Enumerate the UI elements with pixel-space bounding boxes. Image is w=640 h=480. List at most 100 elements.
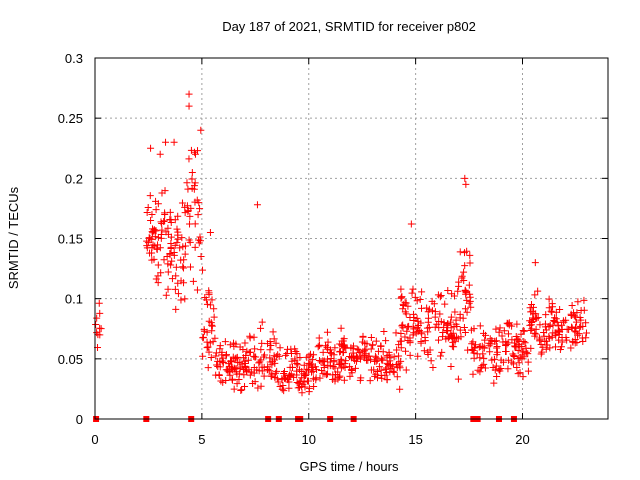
- data-point: [444, 287, 452, 295]
- data-point: [241, 382, 249, 390]
- data-point: [447, 330, 455, 338]
- data-point: [186, 220, 194, 228]
- data-point: [258, 318, 266, 326]
- data-point: [174, 290, 182, 298]
- data-point: [236, 365, 244, 373]
- data-point: [268, 361, 276, 369]
- data-point: [355, 346, 363, 354]
- data-point: [164, 224, 172, 232]
- data-point: [323, 371, 331, 379]
- data-point: [482, 331, 490, 339]
- data-point: [241, 357, 249, 365]
- data-point: [532, 315, 540, 323]
- data-point: [251, 353, 259, 361]
- data-point: [230, 342, 238, 350]
- data-point: [549, 321, 557, 329]
- data-point: [167, 219, 175, 227]
- data-point: [568, 323, 576, 331]
- x-tick-label: 5: [198, 432, 205, 447]
- data-point: [372, 370, 380, 378]
- data-point: [157, 234, 165, 242]
- data-point: [219, 359, 227, 367]
- data-point: [414, 352, 422, 360]
- data-point: [574, 298, 582, 306]
- data-point: [441, 300, 449, 308]
- data-point: [181, 242, 189, 250]
- data-point: [568, 302, 576, 310]
- data-point: [454, 375, 462, 383]
- data-point: [389, 362, 397, 370]
- data-point: [527, 308, 535, 316]
- data-point: [381, 371, 389, 379]
- data-point: [219, 378, 227, 386]
- data-point: [189, 277, 197, 285]
- data-point: [575, 330, 583, 338]
- data-point: [567, 310, 575, 318]
- data-point: [251, 345, 259, 353]
- data-point: [504, 339, 512, 347]
- data-point: [96, 331, 104, 339]
- data-point: [162, 138, 170, 146]
- data-point: [498, 332, 506, 340]
- y-tick-label: 0.05: [58, 352, 83, 367]
- data-point: [517, 330, 525, 338]
- data-point: [228, 365, 236, 373]
- data-point: [413, 324, 421, 332]
- data-point: [466, 251, 474, 259]
- data-point: [377, 366, 385, 374]
- data-point: [147, 217, 155, 225]
- data-point: [206, 228, 214, 236]
- data-point: [548, 333, 556, 341]
- data-point: [172, 263, 180, 271]
- data-point: [424, 351, 432, 359]
- data-point: [509, 360, 517, 368]
- data-point: [553, 318, 561, 326]
- data-point: [300, 370, 308, 378]
- data-point: [431, 323, 439, 331]
- data-point: [385, 351, 393, 359]
- data-point: [197, 126, 205, 134]
- data-point: [158, 226, 166, 234]
- data-point: [194, 147, 202, 155]
- data-point: [461, 262, 469, 270]
- data-point: [570, 312, 578, 320]
- data-point: [95, 299, 103, 307]
- data-point: [526, 304, 534, 312]
- data-point: [398, 293, 406, 301]
- data-point: [160, 256, 168, 264]
- data-point: [461, 174, 469, 182]
- data-point: [288, 357, 296, 365]
- data-point: [199, 266, 207, 274]
- data-point: [154, 272, 162, 280]
- data-point: [396, 385, 404, 393]
- data-point: [340, 348, 348, 356]
- data-point: [383, 376, 391, 384]
- data-point: [480, 354, 488, 362]
- data-point: [216, 363, 224, 371]
- data-point: [505, 321, 513, 329]
- data-point: [397, 294, 405, 302]
- data-point: [303, 365, 311, 373]
- data-point: [210, 305, 218, 313]
- data-point: [514, 354, 522, 362]
- data-point: [223, 351, 231, 359]
- data-point: [390, 353, 398, 361]
- data-point: [467, 303, 475, 311]
- data-point: [186, 238, 194, 246]
- data-point: [423, 304, 431, 312]
- data-point: [456, 326, 464, 334]
- data-points: [92, 90, 590, 397]
- data-point: [323, 328, 331, 336]
- data-point: [162, 291, 170, 299]
- axis-ticks: 0 0.05 0.1 0.15 0.2 0.25 0.3 0 5 10 15 20: [58, 51, 608, 447]
- data-point: [313, 366, 321, 374]
- data-point: [515, 338, 523, 346]
- data-point: [205, 348, 213, 356]
- data-point: [450, 292, 458, 300]
- data-point: [579, 322, 587, 330]
- data-point: [414, 328, 422, 336]
- data-point: [308, 368, 316, 376]
- x-tick-label: 10: [302, 432, 316, 447]
- data-point: [310, 382, 318, 390]
- data-point: [361, 354, 369, 362]
